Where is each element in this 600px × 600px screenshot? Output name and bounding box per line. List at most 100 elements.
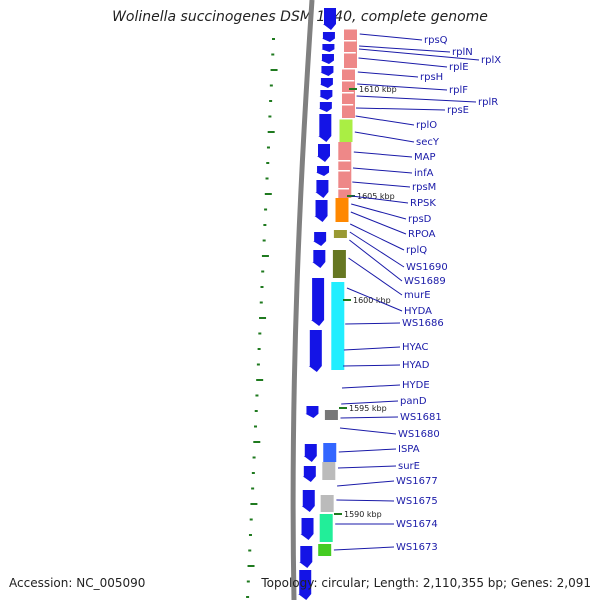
gene-arrow [317,144,331,162]
gene-label-rplf[interactable]: rplF [449,85,468,96]
bar-separator [342,68,355,70]
gc-tick [248,534,252,536]
leader-line [348,257,403,296]
gene-label-mure[interactable]: murE [404,290,431,301]
gc-tick [252,456,256,459]
gene-arrow [303,444,317,462]
gene-label-hyda[interactable]: HYDA [404,306,432,317]
leader-line [349,223,405,251]
gene-arrow-track [298,8,336,600]
gene-arrow [308,330,322,372]
map-title: Wolinella succinogenes DSM 1740, complet… [112,9,488,25]
gene-arrow [320,66,334,76]
gene-label-rpsk[interactable]: RPSK [410,198,436,209]
gc-tick [257,348,261,350]
leader-line [336,499,395,502]
gene-label-ws1680[interactable]: WS1680 [398,429,440,440]
gene-label-rplr[interactable]: rplR [478,97,498,108]
leader-line [352,167,413,174]
gene-label-infa[interactable]: infA [414,168,434,179]
leader-line [359,45,451,53]
gc-tick [250,503,258,505]
gene-label-rplx[interactable]: rplX [481,55,501,66]
gene-label-sure[interactable]: surE [398,461,420,472]
leader-line [349,239,403,282]
gene-label-ws1673[interactable]: WS1673 [396,542,438,553]
leader-line [355,115,415,126]
leader-line [340,416,399,419]
leader-line [358,48,480,61]
gene-label-rpsq[interactable]: rpsQ [424,35,448,46]
gene-label-rpln[interactable]: rplN [452,47,473,58]
gene-arrow [319,78,333,88]
gene-arrow [300,518,314,540]
gene-label-ispa[interactable]: ISPA [398,444,420,455]
leader-line [343,346,401,351]
gc-tick [267,131,275,133]
gene-label-map[interactable]: MAP [414,152,436,163]
gene-arrow [318,102,332,112]
gene-label-rpsh[interactable]: rpsH [420,72,443,83]
accession-text: Accession: NC_005090 [9,576,146,590]
gene-function-bar [318,544,332,556]
gene-function-bar [322,462,336,480]
gene-label-rpsm[interactable]: rpsM [412,182,436,193]
gene-label-rpoa[interactable]: RPOA [408,229,436,240]
gene-label-rpsd[interactable]: rpsD [408,214,432,225]
gene-arrow [299,546,313,568]
gene-function-bar [344,28,357,68]
gene-function-bar [333,230,347,238]
gene-label-layer: rpsQ rplN rplX rplE rpsH rplF rplR rpsE rplO secY… [396,35,501,553]
gc-tick [269,84,273,87]
gene-label-rplo[interactable]: rplO [416,120,437,131]
kbp-tick [334,513,342,515]
gene-function-bar [331,282,345,370]
kbp-marker-label: 1610 kbp [359,85,397,94]
gene-arrow [302,466,316,482]
gene-arrow [298,570,312,600]
gene-label-ws1690[interactable]: WS1690 [406,262,448,273]
gene-label-ws1675[interactable]: WS1675 [396,496,438,507]
leader-line [354,131,415,143]
gene-label-hyde[interactable]: HYDE [402,380,430,391]
gene-function-bar [335,198,349,222]
gene-label-ws1674[interactable]: WS1674 [396,519,438,530]
kbp-marker-label: 1595 kbp [349,404,387,413]
gc-tick [270,69,278,71]
bar-separator [343,40,357,42]
leader-line [349,231,405,268]
gene-label-rpse[interactable]: rpsE [447,105,469,116]
bar-separator [342,52,356,54]
gene-arrow [320,54,334,64]
gc-tick [249,518,253,521]
gc-tick [248,549,252,552]
gene-function-bar [323,443,337,462]
gene-label-secy[interactable]: secY [416,137,440,148]
gene-label-rple[interactable]: rplE [449,62,469,73]
leader-line [343,364,401,367]
gene-label-rplq[interactable]: rplQ [406,245,427,256]
gene-arrow [316,166,330,176]
kbp-marker-layer: 1610 kbp 1605 kbp 1600 kbp 1595 kbp 1590 kbp [334,85,397,519]
gene-label-hyad[interactable]: HYAD [402,360,430,371]
gene-label-ws1677[interactable]: WS1677 [396,476,438,487]
kbp-marker-label: 1600 kbp [353,296,391,305]
gene-label-ws1689[interactable]: WS1689 [404,276,446,287]
kbp-marker-label: 1605 kbp [357,192,395,201]
gc-tick [256,363,260,366]
genome-backbone [290,0,315,600]
functional-color-track [318,28,357,556]
gene-label-ws1686[interactable]: WS1686 [402,318,444,329]
gene-label-hyac[interactable]: HYAC [402,342,429,353]
bar-separator [340,92,354,94]
gc-tick [247,565,255,567]
gene-label-ws1681[interactable]: WS1681 [400,412,442,423]
leader-line [350,211,407,235]
gc-tick [255,394,259,397]
gene-label-pand[interactable]: panD [400,396,427,407]
leader-line [355,107,446,111]
gene-arrow [323,8,336,30]
gc-tick [266,162,270,164]
gc-tick [261,255,269,257]
